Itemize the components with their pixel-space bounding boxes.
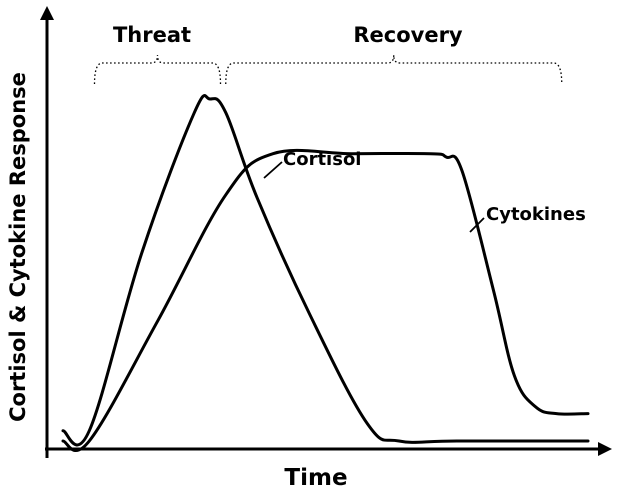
x-axis-arrowhead	[598, 442, 612, 456]
series-label-cytokines: Cytokines	[486, 204, 586, 225]
y-axis-arrowhead	[40, 6, 54, 20]
series-label-cortisol: Cortisol	[283, 149, 361, 170]
y-axis-title: Cortisol & Cytokine Response	[6, 72, 30, 422]
label-leaders	[263, 161, 485, 233]
series-line-cytokines	[61, 148, 590, 452]
x-axis-title: Time	[284, 465, 347, 491]
phase-label-recovery: Recovery	[353, 23, 463, 47]
cortisol-leader	[263, 161, 283, 179]
series-line-cortisol	[61, 93, 590, 447]
cytokines-leader	[469, 217, 485, 233]
phase-label-threat: Threat	[113, 23, 191, 47]
phase-brace-threat	[93, 54, 222, 85]
phase-brace-recovery	[225, 54, 563, 85]
curves	[61, 93, 590, 452]
plot-area	[61, 54, 590, 452]
phase-braces	[93, 54, 563, 85]
